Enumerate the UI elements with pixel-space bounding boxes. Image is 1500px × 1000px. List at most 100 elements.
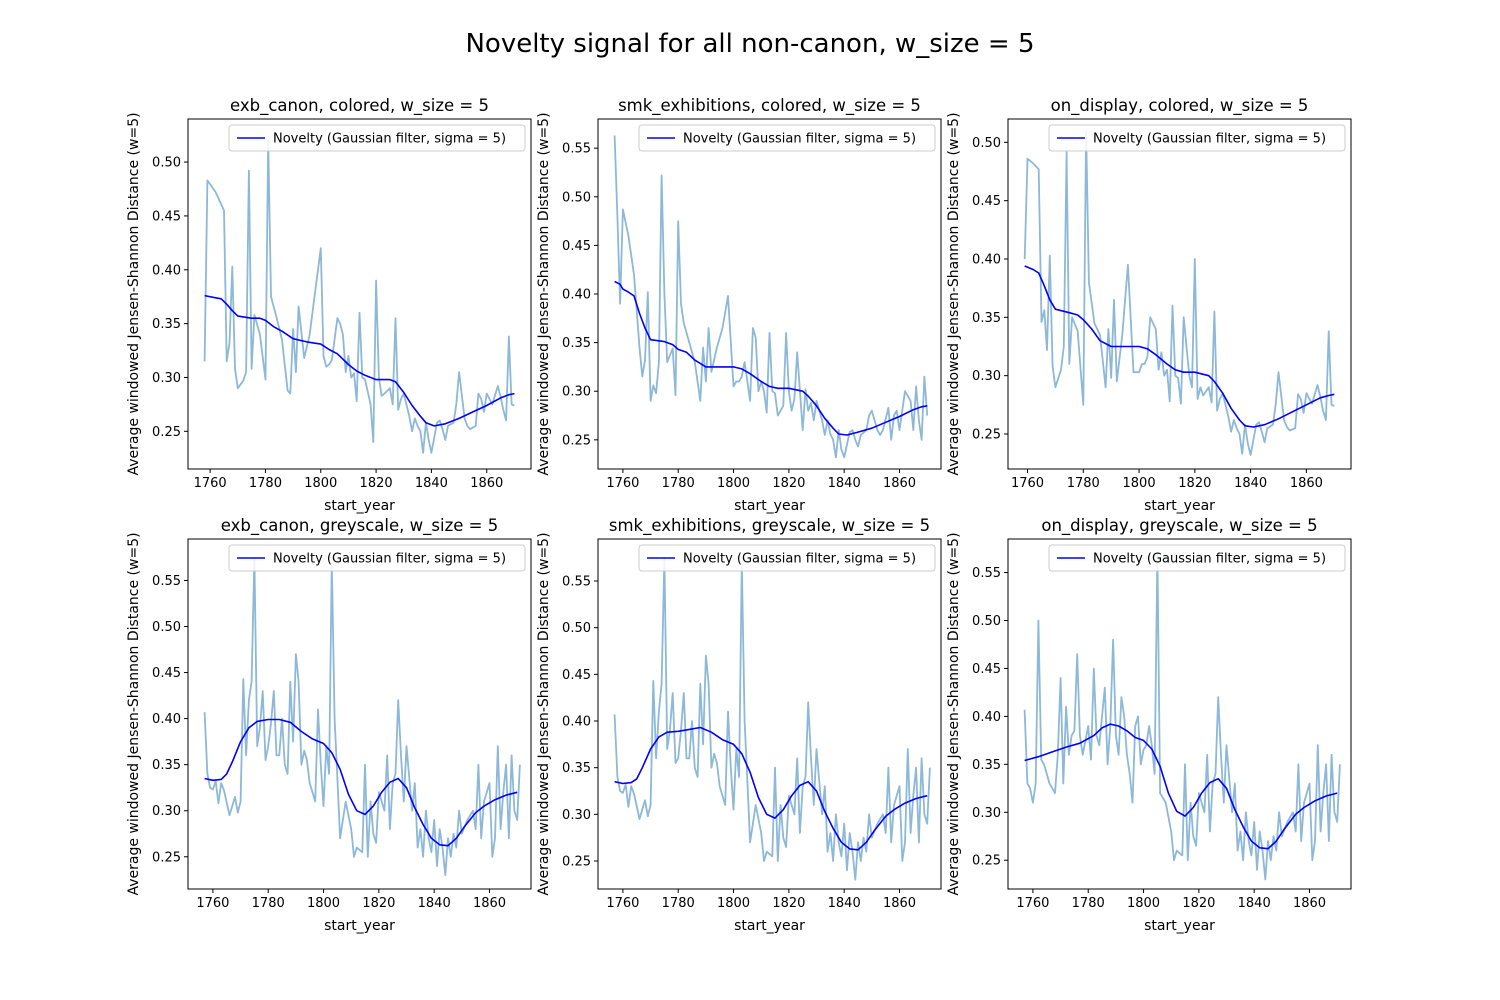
x-axis-label: start_year [734, 918, 805, 934]
x-tick-label: 1820 [1178, 476, 1211, 491]
y-tick-label: 0.55 [972, 566, 1001, 581]
x-tick-label: 1780 [1072, 896, 1105, 911]
x-tick-label: 1800 [717, 476, 750, 491]
y-tick-label: 0.35 [562, 761, 591, 776]
x-axis-label: start_year [324, 918, 395, 934]
smoothed-novelty-line [614, 726, 928, 851]
subplot-5: smk_exhibitions, greyscale, w_size = 5 17… [536, 516, 942, 934]
x-axis-label: start_year [1144, 498, 1215, 514]
legend-box [638, 124, 936, 152]
smoothed-novelty-line [204, 294, 515, 427]
legend-box [638, 544, 936, 572]
y-tick-label: 0.50 [562, 190, 591, 205]
x-tick-label: 1860 [883, 896, 916, 911]
y-tick-label: 0.35 [972, 311, 1001, 326]
y-tick-label: 0.45 [972, 194, 1001, 209]
y-tick-label: 0.30 [562, 808, 591, 823]
y-tick-label: 0.40 [562, 715, 591, 730]
smoothed-novelty-line [614, 280, 928, 436]
y-tick-label: 0.50 [562, 621, 591, 636]
legend-box [1048, 124, 1346, 152]
x-tick-label: 1760 [194, 476, 227, 491]
axes-frame [597, 538, 942, 890]
x-tick-label: 1860 [1293, 896, 1326, 911]
x-tick-label: 1760 [1011, 476, 1044, 491]
x-tick-label: 1780 [1067, 476, 1100, 491]
subplot-title: smk_exhibitions, greyscale, w_size = 5 [609, 516, 930, 536]
x-tick-label: 1800 [1127, 896, 1160, 911]
x-tick-label: 1840 [1234, 476, 1267, 491]
x-tick-label: 1860 [470, 476, 503, 491]
x-tick-label: 1760 [1016, 896, 1049, 911]
legend-box [228, 124, 526, 152]
smoothed-novelty-line [1024, 723, 1338, 850]
x-tick-label: 1760 [606, 896, 639, 911]
x-tick-label: 1860 [1290, 476, 1323, 491]
x-tick-label: 1820 [772, 476, 805, 491]
y-tick-label: 0.45 [562, 668, 591, 683]
y-axis-label: Average windowed Jensen-Shannon Distance… [536, 112, 552, 475]
raw-novelty-line [613, 135, 929, 459]
y-axis-label: Average windowed Jensen-Shannon Distance… [946, 112, 962, 475]
y-tick-label: 0.50 [972, 136, 1001, 151]
y-tick-label: 0.30 [972, 806, 1001, 821]
y-axis-label: Average windowed Jensen-Shannon Distance… [126, 532, 142, 895]
y-axis-label: Average windowed Jensen-Shannon Distance… [126, 112, 142, 475]
y-tick-label: 0.30 [972, 369, 1001, 384]
y-tick-label: 0.40 [152, 263, 181, 278]
x-tick-label: 1840 [418, 896, 451, 911]
subplot-title: on_display, colored, w_size = 5 [1051, 96, 1309, 116]
y-tick-label: 0.50 [152, 156, 181, 171]
y-tick-label: 0.25 [972, 854, 1001, 869]
subplot-title: exb_canon, colored, w_size = 5 [230, 96, 489, 116]
x-tick-label: 1860 [883, 476, 916, 491]
legend: Novelty (Gaussian filter, sigma = 5) [638, 124, 936, 152]
subplot-3: on_display, colored, w_size = 5 1760 1780 1… [946, 96, 1352, 514]
legend-label: Novelty (Gaussian filter, sigma = 5) [273, 552, 506, 567]
y-tick-label: 0.40 [152, 712, 181, 727]
y-tick-label: 0.25 [152, 425, 181, 440]
y-tick-label: 0.50 [972, 614, 1001, 629]
legend-label: Novelty (Gaussian filter, sigma = 5) [1093, 552, 1326, 567]
axes-frame [187, 538, 532, 890]
x-tick-label: 1800 [717, 896, 750, 911]
subplot-title: exb_canon, greyscale, w_size = 5 [221, 516, 498, 536]
x-tick-label: 1860 [473, 896, 506, 911]
y-axis-label: Average windowed Jensen-Shannon Distance… [946, 532, 962, 895]
x-tick-label: 1780 [662, 476, 695, 491]
x-tick-label: 1780 [252, 896, 285, 911]
y-tick-label: 0.35 [562, 336, 591, 351]
y-tick-label: 0.25 [972, 428, 1001, 443]
x-tick-label: 1820 [362, 896, 395, 911]
figure-suptitle: Novelty signal for all non-canon, w_size… [465, 29, 1034, 59]
subplot-2: smk_exhibitions, colored, w_size = 5 1760… [536, 96, 942, 514]
x-tick-label: 1780 [249, 476, 282, 491]
x-tick-label: 1760 [196, 896, 229, 911]
x-tick-label: 1800 [1123, 476, 1156, 491]
y-tick-label: 0.25 [152, 850, 181, 865]
y-axis-label: Average windowed Jensen-Shannon Distance… [536, 532, 552, 895]
y-tick-label: 0.30 [152, 804, 181, 819]
y-tick-label: 0.25 [562, 433, 591, 448]
y-tick-label: 0.55 [562, 575, 591, 590]
legend: Novelty (Gaussian filter, sigma = 5) [228, 124, 526, 152]
legend: Novelty (Gaussian filter, sigma = 5) [638, 544, 936, 572]
x-tick-label: 1800 [304, 476, 337, 491]
subplot-4: exb_canon, greyscale, w_size = 5 1760 1780… [126, 516, 532, 934]
y-tick-label: 0.45 [562, 239, 591, 254]
x-tick-label: 1760 [606, 476, 639, 491]
legend-label: Novelty (Gaussian filter, sigma = 5) [683, 132, 916, 147]
subplot-title: on_display, greyscale, w_size = 5 [1041, 516, 1317, 536]
x-tick-label: 1820 [772, 896, 805, 911]
x-axis-label: start_year [1144, 918, 1215, 934]
y-tick-label: 0.45 [972, 662, 1001, 677]
y-tick-label: 0.35 [152, 317, 181, 332]
y-tick-label: 0.50 [152, 620, 181, 635]
smoothed-novelty-line [204, 718, 518, 847]
legend: Novelty (Gaussian filter, sigma = 5) [1048, 124, 1346, 152]
y-tick-label: 0.45 [152, 666, 181, 681]
x-axis-label: start_year [734, 498, 805, 514]
y-tick-label: 0.25 [562, 855, 591, 870]
x-tick-label: 1800 [307, 896, 340, 911]
